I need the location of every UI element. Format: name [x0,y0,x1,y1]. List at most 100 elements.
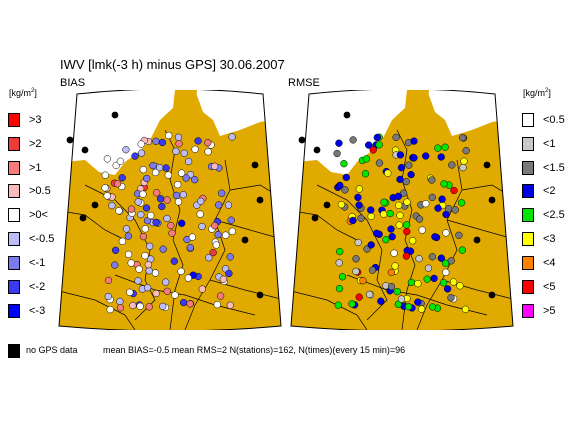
station-marker [137,140,145,148]
station-marker [408,237,417,245]
bias-legend-item: >3 [8,112,42,128]
station-marker [129,301,137,310]
station-marker [462,147,470,155]
legend-swatch [522,232,534,246]
station-marker [404,303,413,311]
station-marker [406,247,415,255]
station-marker [103,192,111,200]
bias-legend-item: <-2 [8,279,45,295]
no-data-swatch [8,344,20,358]
no-data-station-marker [66,136,74,144]
station-marker [196,210,204,218]
station-marker [163,287,171,295]
station-marker [386,209,394,218]
station-marker [407,278,416,287]
station-marker [410,154,418,162]
station-marker [210,162,219,170]
station-marker [449,278,458,286]
station-marker [336,181,344,190]
station-marker [194,137,202,145]
station-marker [355,185,363,193]
station-marker [182,174,190,182]
station-marker [335,284,344,293]
station-marker [455,231,463,239]
station-marker [152,137,160,145]
station-marker [451,206,459,214]
station-marker [227,216,235,224]
station-marker [101,171,109,179]
rmse-legend-item: <0.5 [522,112,565,128]
station-marker [111,246,120,254]
station-marker [442,268,450,276]
station-marker [335,139,343,147]
station-marker [354,238,362,247]
station-marker [357,214,365,222]
bias-legend-item: >0.5 [8,183,51,199]
station-marker [198,285,206,293]
station-marker [127,205,136,213]
station-marker [390,249,398,257]
station-marker [394,300,402,308]
station-marker [369,146,377,154]
station-marker [147,211,155,220]
station-marker [106,305,114,314]
station-marker [415,255,423,263]
rmse-panel-label: RMSE [288,77,320,89]
station-marker [209,248,217,257]
no-data-station-marker [241,236,249,244]
station-marker [352,255,360,263]
station-marker [424,264,433,272]
rmse-station-markers [298,111,496,313]
station-marker [180,149,188,157]
station-marker [214,230,222,239]
station-marker [179,191,187,199]
rmse-legend-item: >5 [522,303,556,319]
station-marker [134,277,142,285]
station-marker [136,302,144,310]
station-marker [198,222,206,231]
station-marker [205,254,213,262]
station-marker [116,157,125,165]
map-frame [58,90,282,330]
station-marker [164,171,172,179]
station-marker [177,267,185,276]
no-data-station-marker [256,291,264,299]
station-marker [461,305,470,313]
station-marker [365,290,374,299]
station-marker [204,148,212,156]
station-marker [111,261,119,269]
station-marker [135,265,143,273]
legend-swatch [8,280,20,294]
station-marker [340,160,348,168]
station-marker [423,275,431,283]
station-marker [359,277,367,285]
station-marker [143,284,152,292]
legend-swatch [8,184,20,198]
rmse-map [290,90,514,330]
station-marker [212,241,220,249]
legend-swatch [522,280,534,294]
station-marker [410,137,418,145]
station-marker [118,174,126,182]
station-marker [152,218,160,227]
station-marker [101,184,109,192]
rmse-legend-item: <3 [522,231,556,247]
denmark [405,90,429,116]
station-marker [219,275,228,283]
baltic-sea [195,90,281,136]
station-marker [391,262,399,270]
legend-swatch [522,304,534,318]
station-marker [158,202,166,211]
station-marker [422,200,430,208]
station-marker [402,177,410,186]
station-marker [116,304,125,312]
station-marker [211,222,219,230]
station-marker [139,190,147,198]
legend-swatch [522,137,534,151]
station-marker [362,155,371,163]
station-marker [384,169,392,177]
station-marker [162,164,170,172]
no-data-station-marker [256,196,264,204]
station-marker [124,250,133,259]
station-marker [438,195,446,203]
